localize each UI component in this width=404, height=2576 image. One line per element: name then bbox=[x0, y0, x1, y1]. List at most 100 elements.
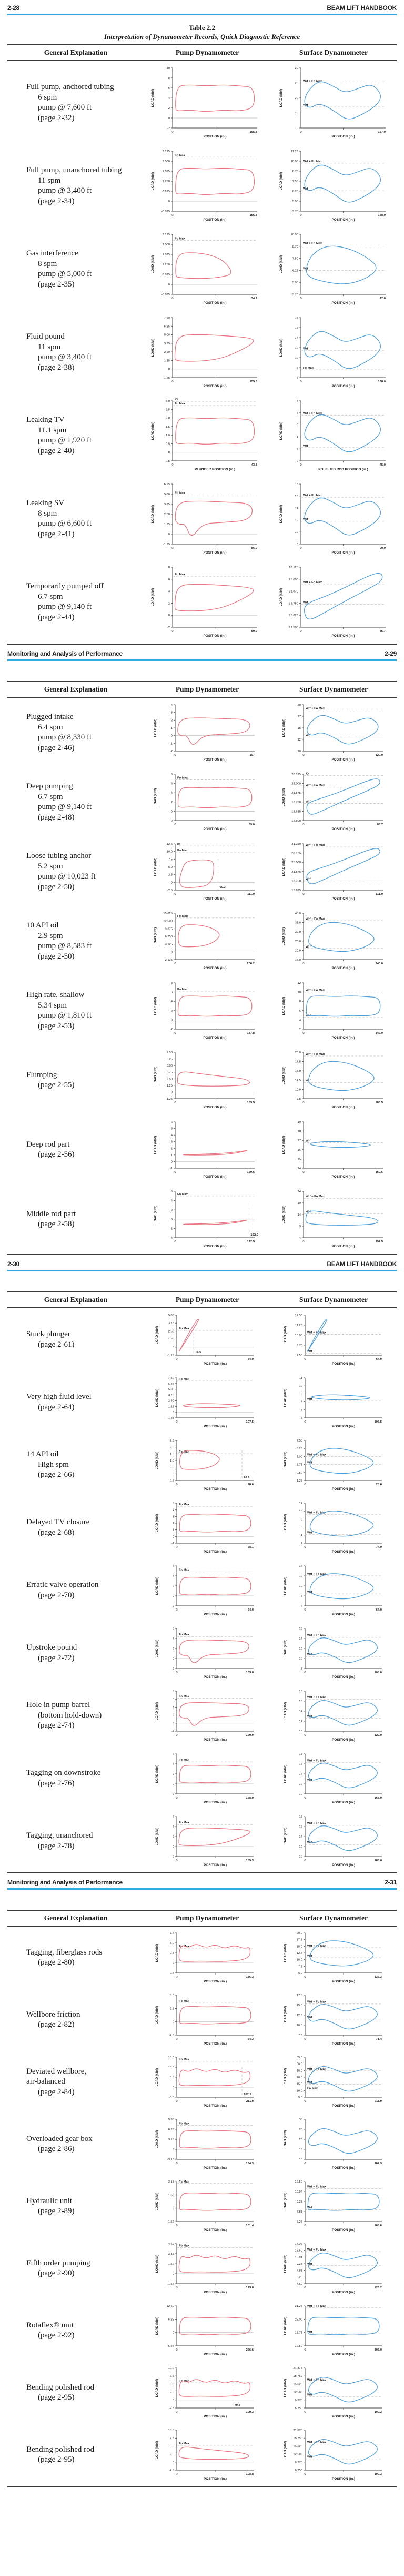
surface-chart-cell: 31.25 25.00 18.75 12.50 0 306.0 POSITION (in.)… bbox=[268, 2301, 401, 2360]
svg-text:0: 0 bbox=[171, 463, 173, 467]
row-detail: 6.4 spm bbox=[38, 723, 63, 732]
svg-text:6.25: 6.25 bbox=[296, 2276, 302, 2279]
row-explanation: Plugged intake 6.4 spm pump @ 8,330 ft (pag… bbox=[3, 712, 144, 753]
svg-text:6.25: 6.25 bbox=[168, 1382, 174, 1385]
svg-text:11: 11 bbox=[299, 1377, 302, 1380]
table-section: General Explanation Pump Dynamometer Surfa… bbox=[0, 1910, 404, 2487]
svg-text:1.250: 1.250 bbox=[162, 263, 170, 267]
svg-text:1.0: 1.0 bbox=[166, 434, 170, 437]
svg-text:1.250: 1.250 bbox=[162, 180, 170, 183]
table-row: Tagging, fiberglass rods (page 2-80) 7.5 5.… bbox=[0, 1927, 404, 1989]
svg-text:POSITION (in.): POSITION (in.) bbox=[203, 384, 226, 388]
svg-text:Fo Max: Fo Max bbox=[179, 2000, 190, 2003]
svg-text:LOAD (klbf): LOAD (klbf) bbox=[279, 172, 283, 190]
svg-text:0.625: 0.625 bbox=[162, 273, 170, 277]
surface-chart-cell: 11.25 10.00 8.75 7.50 6.25 5.00 3.75 0 168.0 POSI… bbox=[268, 146, 401, 225]
svg-text:6: 6 bbox=[297, 412, 298, 415]
table-bottom-rule bbox=[7, 2486, 397, 2487]
row-title: Stuck plunger bbox=[26, 1330, 70, 1338]
svg-text:107.5: 107.5 bbox=[246, 1420, 254, 1424]
svg-text:0: 0 bbox=[176, 2286, 177, 2289]
svg-text:3.75: 3.75 bbox=[292, 293, 298, 297]
table-row: Delayed TV closure (page 2-68) 5 4 3 2 1 0 -1 0 68… bbox=[0, 1496, 404, 1559]
svg-text:12: 12 bbox=[299, 1502, 302, 1505]
surface-chart-cell: 12.50 11.25 10.00 8.75 7.50 0 64.0 POSITION (in… bbox=[268, 1310, 401, 1369]
svg-text:107: 107 bbox=[249, 754, 255, 757]
svg-text:10.0: 10.0 bbox=[168, 2367, 174, 2370]
svg-text:1.5: 1.5 bbox=[166, 426, 170, 429]
svg-text:LOAD (klbf): LOAD (klbf) bbox=[284, 2255, 287, 2273]
svg-text:0: 0 bbox=[172, 1962, 174, 1965]
svg-text:POSITION (in.): POSITION (in.) bbox=[331, 1245, 355, 1248]
svg-text:1.56: 1.56 bbox=[168, 2194, 174, 2197]
pump-chart-cell: 15.0 10.0 5.0 0 -5.0 0 211.9 POSITION (in.) LOAD… bbox=[144, 2052, 268, 2111]
svg-text:12.50: 12.50 bbox=[295, 2180, 302, 2184]
svg-text:0: 0 bbox=[304, 1734, 306, 1737]
svg-text:7.50: 7.50 bbox=[296, 1354, 302, 1357]
table-row: Gas interference 8 spm pump @ 5,000 ft (pag… bbox=[0, 228, 404, 311]
row-detail: pump @ 5,000 ft bbox=[38, 270, 92, 278]
surface-chart-cell: 20.0 17.5 15.0 12.5 10.0 7.5 0 183.5 POSITION (i… bbox=[268, 1048, 401, 1113]
svg-text:0: 0 bbox=[168, 451, 170, 455]
table-caption: Interpretation of Dynamometer Records, Q… bbox=[104, 33, 300, 41]
svg-text:0: 0 bbox=[304, 2100, 306, 2103]
svg-text:POSITION (in.): POSITION (in.) bbox=[203, 2477, 226, 2481]
svg-text:0: 0 bbox=[304, 1671, 306, 1674]
svg-text:2: 2 bbox=[171, 1010, 173, 1013]
surface-dynamometer-chart: 11 10 9 8 7 60 107.5 POSITION (in.) LOAD (klbf) W… bbox=[284, 1377, 382, 1428]
svg-text:1: 1 bbox=[171, 727, 173, 730]
row-title: 14 API oil bbox=[26, 1450, 59, 1459]
svg-text:0: 0 bbox=[168, 200, 170, 203]
row-detail: 6 spm bbox=[38, 93, 57, 102]
svg-text:30.0: 30.0 bbox=[295, 931, 301, 934]
surface-chart-cell: 20 17 15 12 10 0 120.0 POSITION (in.) LOAD (klbf… bbox=[268, 700, 401, 765]
svg-text:0: 0 bbox=[176, 1976, 177, 1979]
svg-text:LOAD (klbf): LOAD (klbf) bbox=[284, 2317, 287, 2335]
column-header: General Explanation bbox=[44, 685, 108, 693]
svg-text:0: 0 bbox=[174, 754, 176, 757]
svg-text:25.000: 25.000 bbox=[289, 578, 298, 581]
pump-chart-cell: 7.5 5.0 2.5 0 -2.5 0 136.3 POSITION (in.) LOAD (… bbox=[144, 1928, 268, 1987]
svg-text:2.50: 2.50 bbox=[296, 1471, 302, 1474]
row-title: Rotaflex® unit bbox=[26, 2321, 74, 2330]
svg-text:Wrf + Fo Max: Wrf + Fo Max bbox=[303, 581, 322, 584]
svg-text:4: 4 bbox=[171, 1200, 173, 1203]
svg-text:Wrf + Fo Max: Wrf + Fo Max bbox=[307, 1822, 327, 1825]
svg-text:15.0: 15.0 bbox=[296, 1945, 302, 1948]
row-detail: (page 2-46) bbox=[38, 743, 75, 752]
svg-text:15.0: 15.0 bbox=[295, 1070, 301, 1073]
surface-chart-cell: 7 6 5 4 3 2 0 45.0 POLISHED ROD POSITION (in.) LO… bbox=[268, 396, 401, 475]
table-row: Tagging on downstroke (page 2-76) 6 4 2 0 -2 0 1… bbox=[0, 1747, 404, 1810]
svg-text:6.25: 6.25 bbox=[168, 2318, 174, 2321]
svg-text:3.125: 3.125 bbox=[162, 233, 170, 236]
surface-chart-cell: 12.50 10.94 9.38 7.81 6.25 0 105.0 POSITION (in… bbox=[268, 2177, 401, 2236]
svg-text:14: 14 bbox=[299, 1637, 302, 1641]
svg-text:-2.5: -2.5 bbox=[169, 2034, 174, 2037]
row-detail: 6.7 spm bbox=[38, 792, 63, 801]
svg-text:6.25: 6.25 bbox=[292, 269, 298, 272]
svg-text:2: 2 bbox=[168, 107, 170, 110]
column-header: Surface Dynamometer bbox=[299, 48, 368, 56]
svg-text:17: 17 bbox=[298, 715, 301, 718]
svg-text:18: 18 bbox=[299, 1753, 302, 1756]
svg-text:0: 0 bbox=[176, 2348, 177, 2352]
svg-text:6.25: 6.25 bbox=[167, 1058, 173, 1061]
row-detail: (page 2-82) bbox=[38, 2020, 75, 2029]
svg-text:Wrf + Fo Max: Wrf + Fo Max bbox=[306, 917, 325, 921]
svg-text:21.875: 21.875 bbox=[293, 2367, 302, 2370]
svg-text:10.00: 10.00 bbox=[295, 1334, 302, 1337]
svg-text:Wrf + Fo Max: Wrf + Fo Max bbox=[303, 80, 322, 83]
svg-text:LOAD (klbf): LOAD (klbf) bbox=[279, 422, 283, 440]
svg-text:Wrf + Fo Max: Wrf + Fo Max bbox=[307, 1511, 327, 1514]
svg-text:10: 10 bbox=[295, 127, 298, 130]
svg-text:POSITION (in.): POSITION (in.) bbox=[331, 2477, 355, 2481]
svg-text:2: 2 bbox=[297, 460, 298, 463]
svg-text:POSITION (in.): POSITION (in.) bbox=[203, 1487, 226, 1491]
page-footer-block: 2-30 BEAM LIFT HANDBOOK bbox=[0, 1256, 404, 1271]
svg-text:8: 8 bbox=[171, 773, 173, 776]
svg-text:0: 0 bbox=[300, 297, 301, 300]
row-detail: (page 2-95) bbox=[38, 2455, 75, 2464]
svg-text:2: 2 bbox=[172, 1585, 174, 1588]
svg-text:168.0: 168.0 bbox=[374, 1797, 382, 1800]
